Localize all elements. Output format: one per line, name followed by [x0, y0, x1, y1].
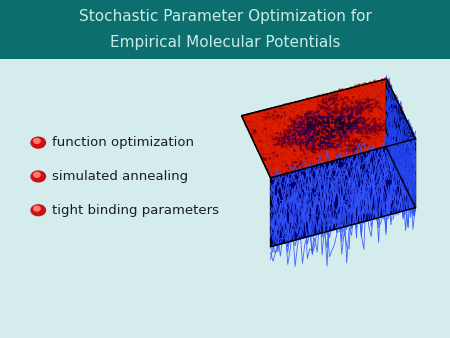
Circle shape: [34, 206, 40, 211]
FancyBboxPatch shape: [0, 0, 450, 59]
Circle shape: [34, 172, 40, 177]
Circle shape: [34, 139, 40, 143]
Circle shape: [31, 137, 45, 148]
Text: Empirical Molecular Potentials: Empirical Molecular Potentials: [110, 35, 340, 50]
Text: function optimization: function optimization: [52, 136, 194, 149]
Polygon shape: [270, 139, 415, 247]
Circle shape: [31, 205, 45, 216]
Text: tight binding parameters: tight binding parameters: [52, 204, 219, 217]
Text: Stochastic Parameter Optimization for: Stochastic Parameter Optimization for: [79, 9, 371, 24]
Text: simulated annealing: simulated annealing: [52, 170, 188, 183]
Polygon shape: [387, 79, 415, 208]
Circle shape: [31, 171, 45, 182]
Polygon shape: [242, 79, 415, 178]
